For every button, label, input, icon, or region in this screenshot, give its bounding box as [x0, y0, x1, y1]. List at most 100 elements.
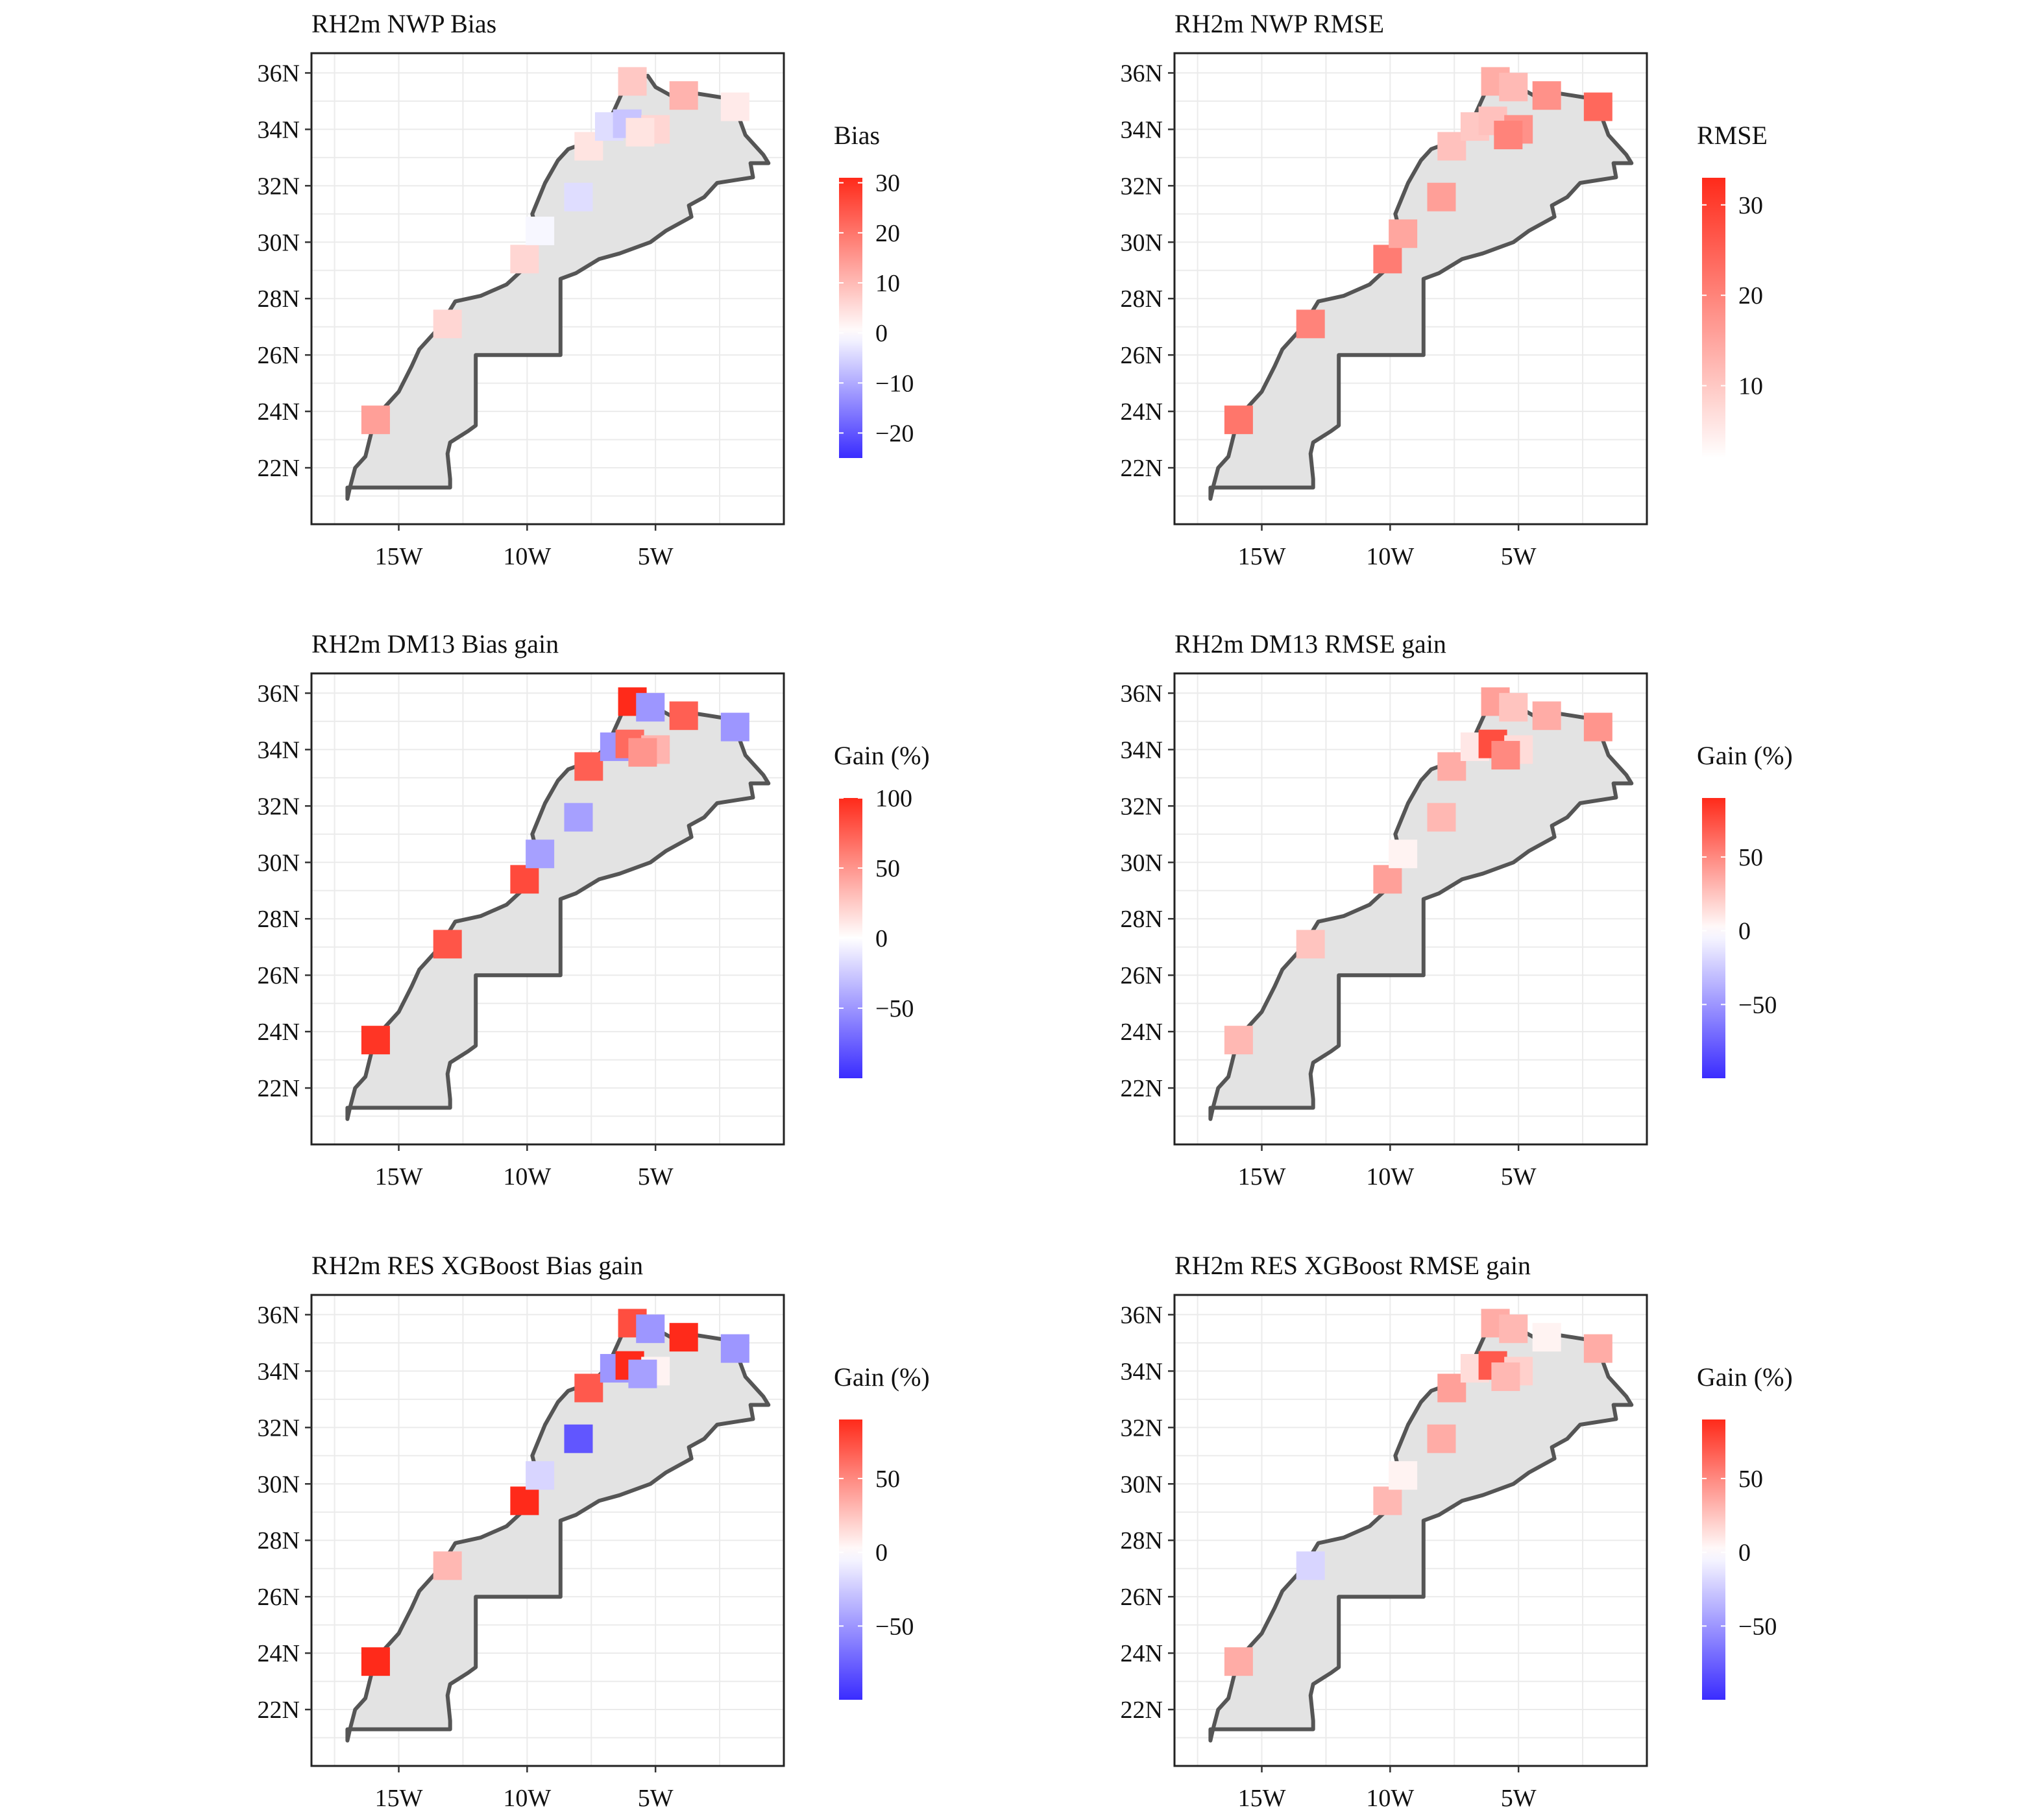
y-tick-label: 32N	[1121, 793, 1163, 820]
station-marker	[618, 67, 647, 96]
colorbar-tick-label: 50	[1738, 1466, 1763, 1493]
y-tick-label: 28N	[1121, 1527, 1163, 1554]
colorbar-tick-label: 30	[1738, 192, 1763, 219]
x-tick-label: 15W	[1238, 1163, 1286, 1190]
y-tick-label: 30N	[1121, 229, 1163, 256]
y-tick-label: 34N	[1121, 736, 1163, 764]
station-marker	[1427, 182, 1456, 211]
station-marker	[669, 1323, 698, 1352]
y-tick-label: 36N	[258, 60, 300, 87]
x-tick-label: 5W	[638, 1163, 674, 1190]
station-marker	[361, 1647, 390, 1676]
colorbar-tick-label: −50	[875, 1613, 914, 1640]
station-marker	[669, 81, 698, 110]
station-marker	[526, 216, 555, 245]
y-tick-label: 24N	[1121, 1640, 1163, 1667]
y-tick-label: 36N	[1121, 680, 1163, 707]
y-tick-label: 34N	[258, 736, 300, 764]
station-marker	[1373, 865, 1402, 894]
colorbar-tick-label: 10	[875, 270, 900, 297]
station-marker	[1494, 121, 1523, 150]
y-tick-label: 26N	[258, 342, 300, 369]
map-panel: RH2m DM13 RMSE gain 15W 10W 5W 22N 24N 26N 28N 3…	[1121, 629, 1793, 1190]
y-tick-label: 22N	[258, 1075, 300, 1102]
colorbar-tick-label: 0	[1738, 918, 1751, 945]
panel-title: RH2m DM13 Bias gain	[311, 629, 559, 658]
plot-frame	[1173, 52, 1648, 525]
station-marker	[1491, 1362, 1520, 1392]
y-tick-label: 22N	[1121, 1697, 1163, 1724]
colorbar-tick-label: 0	[1738, 1540, 1751, 1567]
station-marker	[1427, 803, 1456, 832]
colorbar-tick-label: 20	[1738, 282, 1763, 309]
x-tick-label: 10W	[503, 1163, 551, 1190]
station-marker	[1296, 930, 1325, 959]
y-tick-label: 30N	[1121, 1471, 1163, 1498]
y-tick-label: 32N	[258, 793, 300, 820]
panel-title: RH2m RES XGBoost Bias gain	[311, 1251, 643, 1280]
x-tick-label: 15W	[375, 1785, 423, 1812]
y-tick-label: 26N	[258, 1584, 300, 1611]
station-marker	[1532, 701, 1561, 731]
colorbar-tick-label: −20	[875, 420, 914, 447]
colorbar-tick-label: −50	[875, 995, 914, 1022]
x-tick-label: 5W	[1501, 543, 1537, 570]
y-tick-label: 28N	[258, 1527, 300, 1554]
y-tick-label: 24N	[258, 398, 300, 426]
y-tick-label: 22N	[258, 455, 300, 482]
y-tick-label: 36N	[258, 680, 300, 707]
station-marker	[1373, 245, 1402, 274]
plot-frame	[1173, 672, 1648, 1146]
x-tick-label: 10W	[1366, 1785, 1414, 1812]
x-tick-label: 10W	[503, 543, 551, 570]
y-tick-label: 32N	[1121, 1414, 1163, 1442]
y-tick-label: 24N	[258, 1019, 300, 1046]
station-marker	[564, 182, 593, 211]
station-marker	[433, 930, 462, 959]
station-marker	[1296, 1551, 1325, 1580]
y-tick-label: 34N	[258, 1358, 300, 1385]
panel-title: RH2m NWP RMSE	[1174, 9, 1384, 38]
station-marker	[720, 1334, 749, 1363]
legend-title: Gain (%)	[1697, 1362, 1793, 1392]
x-tick-label: 5W	[1501, 1163, 1537, 1190]
colorbar-tick-label: 20	[875, 220, 900, 247]
station-marker	[1583, 92, 1612, 121]
y-tick-label: 28N	[258, 285, 300, 313]
y-tick-label: 28N	[1121, 285, 1163, 313]
station-marker	[361, 405, 390, 435]
station-marker	[1373, 1486, 1402, 1516]
y-tick-label: 24N	[1121, 398, 1163, 426]
colorbar	[1702, 1419, 1725, 1700]
y-tick-label: 36N	[258, 1301, 300, 1329]
station-marker	[510, 245, 539, 274]
station-marker	[1499, 73, 1528, 102]
station-marker	[510, 1486, 539, 1516]
y-tick-label: 32N	[258, 1414, 300, 1442]
colorbar-tick-label: 0	[875, 925, 888, 952]
station-marker	[526, 1461, 555, 1490]
station-marker	[1389, 840, 1418, 869]
station-marker	[636, 693, 665, 722]
colorbar-tick-label: −50	[1738, 1613, 1777, 1640]
station-marker	[1296, 309, 1325, 339]
y-tick-label: 34N	[258, 116, 300, 143]
colorbar-tick-label: 0	[875, 1540, 888, 1567]
colorbar-tick-label: 100	[875, 785, 912, 812]
station-marker	[626, 117, 655, 147]
colorbar	[1702, 178, 1725, 458]
map-panel: RH2m RES XGBoost Bias gain 15W 10W 5W 22N 24N…	[258, 1251, 930, 1812]
station-marker	[1583, 1334, 1612, 1363]
y-tick-label: 26N	[1121, 962, 1163, 989]
x-tick-label: 5W	[638, 1785, 674, 1812]
station-marker	[1491, 741, 1520, 770]
map-panel: RH2m NWP RMSE 15W 10W 5W 22N 24N 26N 28N 30N 32N 3…	[1121, 9, 1768, 570]
station-marker	[1499, 693, 1528, 722]
legend-title: Gain (%)	[834, 1362, 930, 1392]
map-panel: RH2m NWP Bias 15W 10W 5W 22N 24N 26N 28N 30N 32N 3…	[258, 9, 914, 570]
panel-title: RH2m DM13 RMSE gain	[1174, 629, 1446, 658]
y-tick-label: 26N	[258, 962, 300, 989]
y-tick-label: 34N	[1121, 1358, 1163, 1385]
legend-title: Gain (%)	[834, 741, 930, 770]
